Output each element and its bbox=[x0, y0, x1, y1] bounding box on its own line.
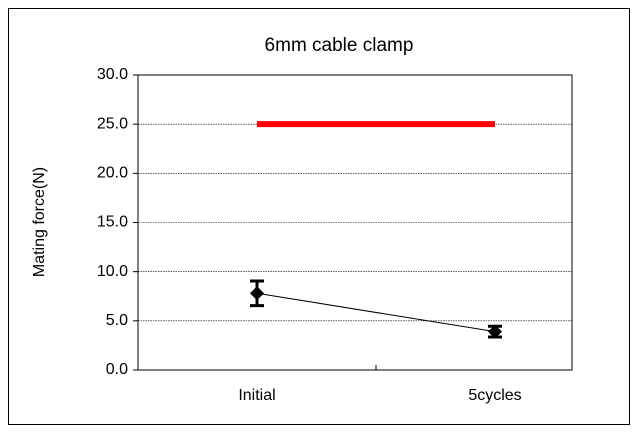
series-line bbox=[256, 292, 496, 333]
y-tick-label: 25.0 bbox=[97, 115, 128, 132]
y-tick-label: 15.0 bbox=[97, 214, 128, 231]
y-tick-label: 5.0 bbox=[106, 312, 128, 329]
x-tick-label: 5cycles bbox=[468, 387, 521, 404]
y-axis-label: Mating force(N) bbox=[31, 167, 48, 277]
x-tick-label: Initial bbox=[238, 387, 275, 404]
chart-title: 6mm cable clamp bbox=[265, 35, 414, 56]
y-tick-label: 0.0 bbox=[106, 361, 128, 378]
chart-frame bbox=[8, 8, 630, 425]
y-tick-label: 20.0 bbox=[97, 165, 128, 182]
plot-frame bbox=[137, 74, 573, 371]
diamond-marker bbox=[488, 324, 502, 339]
y-tick-label: 10.0 bbox=[97, 263, 128, 280]
diamond-marker bbox=[250, 286, 264, 301]
y-tick-label: 30.0 bbox=[97, 66, 128, 83]
